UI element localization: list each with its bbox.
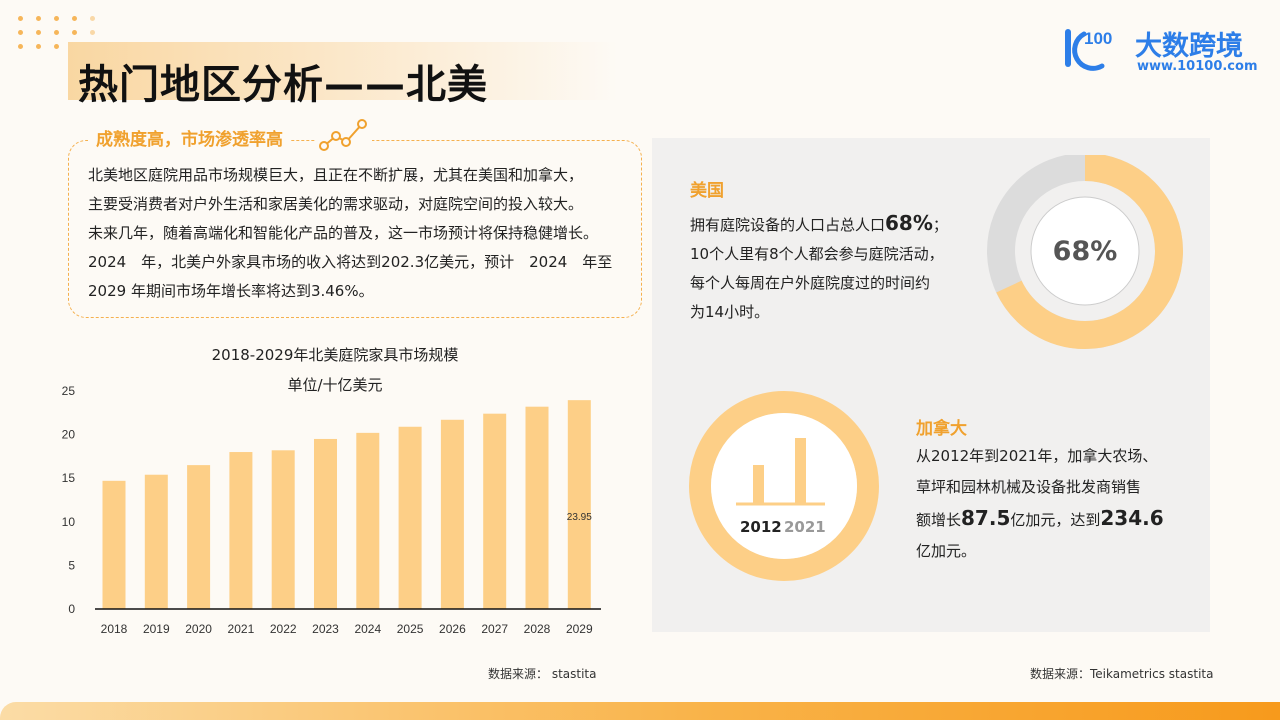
- panel-source: 数据来源：Teikametrics stastita: [1030, 667, 1214, 681]
- us-stat-value: 68%: [885, 211, 933, 235]
- us-line1-suffix: ；: [932, 216, 948, 234]
- bar-2021: [229, 452, 253, 609]
- x-tick-label: 2026: [439, 622, 466, 636]
- bar-2024: [356, 432, 380, 609]
- chart-subtitle: 单位/十亿美元: [287, 376, 383, 394]
- bar-2025: [398, 426, 422, 609]
- chart-title: 2018-2029年北美庭院家具市场规模: [211, 346, 459, 364]
- canada-bar-2021: [795, 438, 806, 504]
- x-tick-label: 2020: [185, 622, 212, 636]
- title-highlight: [68, 42, 618, 100]
- data-label: 23.95: [567, 512, 592, 523]
- canada-growth-value: 87.5: [961, 506, 1011, 530]
- trend-line-icon: [316, 114, 372, 154]
- us-line: 为14小时。: [690, 303, 770, 321]
- summary-text: 北美地区庭院用品市场规模巨大，且正在不断扩展，尤其在美国和加拿大， 主要受消费者…: [88, 161, 628, 306]
- x-tick-label: 2029: [566, 622, 593, 636]
- canada-year-2021: 2021: [784, 518, 826, 536]
- canada-line: 草坪和园林机械及设备批发商销售: [916, 478, 1142, 496]
- x-tick-label: 2022: [270, 622, 297, 636]
- bar-2022: [271, 450, 295, 609]
- canada-line: 亿加元。: [916, 542, 977, 560]
- page-title: 热门地区分析——北美: [78, 62, 488, 108]
- us-line: 每个人每周在户外庭院度过的时间约: [690, 274, 931, 292]
- canada-heading: 加拿大: [916, 419, 967, 439]
- bar-2023: [314, 438, 337, 609]
- x-tick-label: 2024: [354, 622, 381, 636]
- canada-total-value: 234.6: [1100, 506, 1164, 530]
- brand-logo-icon: 100: [1065, 29, 1112, 71]
- us-heading: 美国: [690, 181, 724, 201]
- x-tick-label: 2018: [101, 622, 128, 636]
- ring-center: [1030, 196, 1140, 306]
- canada-ring-icon: [689, 391, 879, 581]
- y-tick-label: 15: [62, 471, 76, 485]
- bar-2026: [440, 419, 464, 609]
- x-tick-label: 2025: [397, 622, 424, 636]
- ring-progress: [987, 155, 1183, 349]
- bottom-decor-bar: [0, 702, 1280, 720]
- x-tick-label: 2028: [524, 622, 551, 636]
- bar-2019: [144, 474, 168, 609]
- chart-source: 数据来源： stastita: [488, 667, 597, 681]
- summary-line: 2024 年，北美户外家具市场的收入将达到202.3亿美元，预计 2024 年至: [88, 253, 613, 271]
- us-text: 拥有庭院设备的人口占总人口68%； 10个人里有8个人都会参与庭院活动， 每个人…: [690, 209, 980, 327]
- canada-year-2012: 2012: [740, 518, 782, 536]
- brand-name: 大数跨境: [1135, 31, 1243, 62]
- brand-url: www.10100.com: [1137, 59, 1258, 74]
- y-tick-label: 20: [62, 428, 76, 442]
- us-ring-label: 68%: [1052, 236, 1118, 267]
- us-line: 10个人里有8个人都会参与庭院活动，: [690, 245, 944, 263]
- canada-line3-prefix: 额增长: [916, 511, 962, 529]
- summary-line: 2029 年期间市场年增长率将达到3.46%。: [88, 282, 374, 300]
- y-tick-label: 25: [62, 384, 76, 398]
- bar-2027: [483, 413, 507, 609]
- x-tick-label: 2023: [312, 622, 339, 636]
- summary-heading: 成熟度高，市场渗透率高: [88, 126, 291, 154]
- summary-line: 主要受消费者对户外生活和家居美化的需求驱动，对庭院空间的投入较大。: [88, 195, 584, 213]
- summary-line: 北美地区庭院用品市场规模巨大，且正在不断扩展，尤其在美国和加拿大，: [88, 166, 584, 184]
- bar-2029: [567, 400, 591, 609]
- canada-text: 从2012年到2021年，加拿大农场、 草坪和园林机械及设备批发商销售 额增长8…: [916, 441, 1184, 567]
- canada-line3-mid: 亿加元，达到: [1010, 511, 1101, 529]
- bar-2020: [187, 465, 211, 609]
- summary-line: 未来几年，随着高端化和智能化产品的普及，这一市场预计将保持稳健增长。: [88, 224, 599, 242]
- y-tick-label: 0: [68, 602, 75, 616]
- us-donut-chart: [987, 155, 1183, 349]
- canada-line: 从2012年到2021年，加拿大农场、: [916, 447, 1158, 465]
- x-tick-label: 2019: [143, 622, 170, 636]
- bar-2018: [102, 480, 126, 609]
- y-tick-label: 5: [68, 558, 75, 572]
- logo-mark-text: 100: [1084, 29, 1112, 48]
- bar-2028: [525, 406, 549, 609]
- us-line1-prefix: 拥有庭院设备的人口占总人口: [690, 216, 886, 234]
- x-tick-label: 2021: [228, 622, 255, 636]
- canada-bar-2012: [753, 465, 764, 504]
- x-tick-label: 2027: [481, 622, 508, 636]
- y-tick-label: 10: [62, 515, 76, 529]
